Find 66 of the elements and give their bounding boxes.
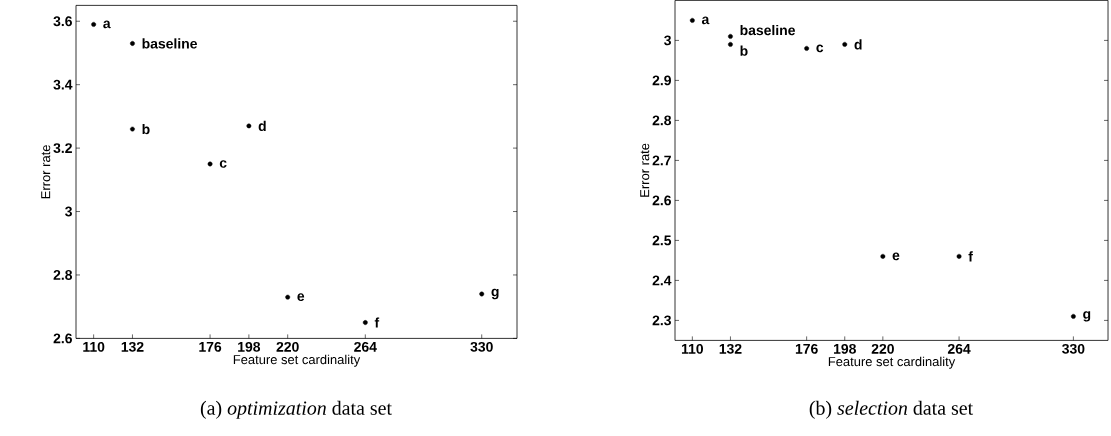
- y-tick-label: 2.6: [652, 195, 671, 206]
- y-tick-label: 2.9: [652, 75, 671, 86]
- annotation: a: [701, 16, 710, 25]
- point: [728, 41, 733, 47]
- point: [689, 17, 695, 23]
- y-axis-title: Error rate: [41, 144, 51, 198]
- x-tick-label: 132: [719, 343, 742, 354]
- point: [246, 123, 252, 129]
- point: [362, 319, 368, 325]
- y-tick-label: 3: [664, 35, 671, 46]
- annotation: b: [142, 123, 150, 135]
- y-tick-label: 2.8: [53, 269, 73, 280]
- x-tick-label: 220: [871, 343, 894, 354]
- annotation: f: [968, 251, 973, 262]
- point: [728, 33, 733, 39]
- annotation: g: [491, 288, 499, 300]
- y-tick-label: 2.8: [652, 115, 672, 126]
- x-tick-label: 198: [833, 343, 856, 354]
- y-tick-label: 2.6: [53, 333, 72, 344]
- x-axis-title: Feature set cardinality: [828, 356, 956, 369]
- x-tick-label: 330: [1062, 343, 1085, 354]
- y-tick-label: 3: [65, 206, 72, 217]
- annotation: f: [374, 317, 380, 328]
- x-tick-label: 198: [238, 341, 261, 352]
- point: [956, 253, 962, 259]
- x-tick-label: 132: [121, 341, 144, 352]
- annotation: c: [219, 159, 227, 168]
- y-tick-label: 2.4: [652, 275, 672, 286]
- x-axis-title: Feature set cardinality: [233, 354, 361, 367]
- y-tick-label: 2.3: [652, 315, 671, 326]
- point: [880, 253, 886, 259]
- y-tick-label: 3.2: [53, 142, 72, 153]
- y-tick-label: 3.4: [53, 79, 73, 90]
- x-tick-label: 220: [276, 341, 299, 352]
- y-tick-label: 2.7: [652, 155, 671, 166]
- point: [207, 161, 213, 167]
- annotation: d: [258, 120, 266, 131]
- point: [1070, 313, 1076, 319]
- annotation: b: [740, 45, 748, 56]
- y-axis-title: Error rate: [640, 143, 650, 197]
- point: [130, 126, 135, 132]
- annotation: baseline: [142, 38, 197, 49]
- y-tick-label: 3.6: [53, 16, 72, 26]
- annotation: c: [816, 44, 824, 53]
- x-tick-label: 110: [681, 343, 704, 354]
- point: [479, 291, 485, 297]
- x-tick-label: 264: [947, 343, 971, 354]
- annotation: a: [103, 20, 111, 29]
- annotation: baseline: [740, 24, 795, 36]
- x-tick-label: 264: [354, 341, 377, 352]
- annotation: g: [1083, 310, 1091, 322]
- point: [804, 45, 810, 51]
- x-tick-label: 330: [470, 341, 493, 352]
- point: [285, 294, 291, 300]
- annotation: e: [297, 293, 305, 301]
- x-tick-label: 176: [199, 341, 222, 352]
- annotation: d: [854, 39, 862, 50]
- point: [130, 40, 135, 46]
- text: (b) selection data set: [809, 400, 974, 419]
- text: (a) optimization data set: [200, 400, 392, 419]
- point: [91, 21, 97, 27]
- x-tick-label: 110: [83, 341, 105, 352]
- x-tick-label: 176: [795, 343, 818, 354]
- y-tick-label: 2.5: [652, 235, 672, 246]
- annotation: e: [892, 252, 900, 261]
- point: [842, 41, 848, 47]
